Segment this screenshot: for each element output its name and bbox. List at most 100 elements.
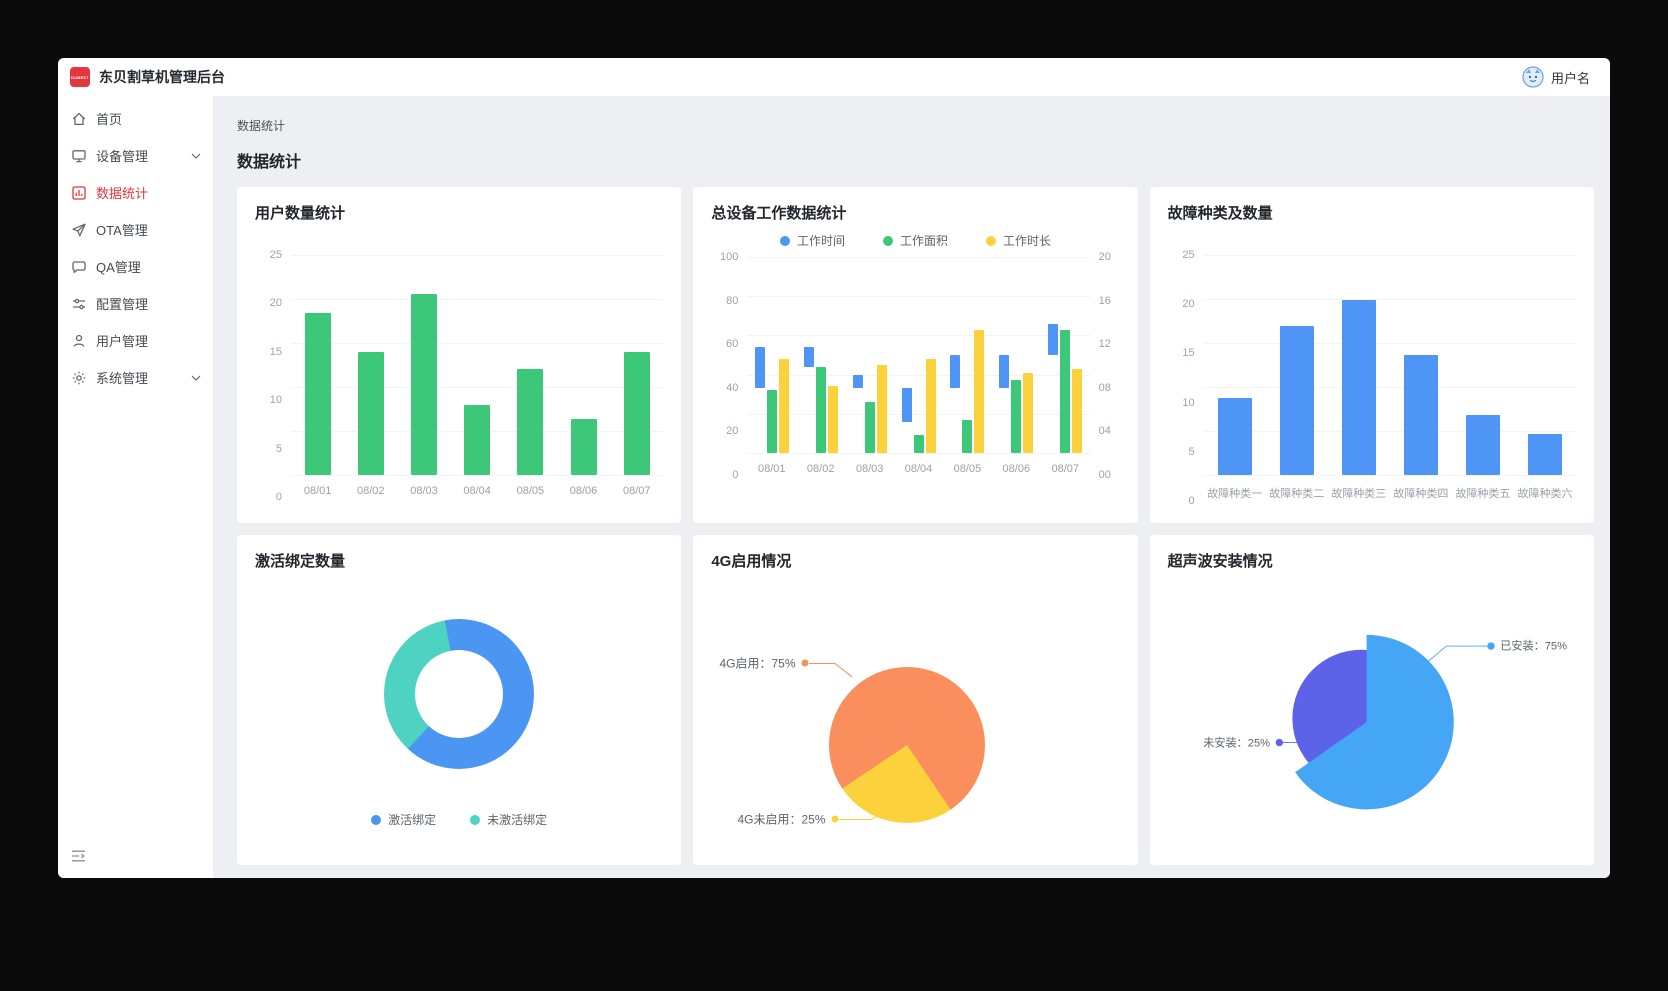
x-tick-label: 08/04 [904,463,933,475]
sidebar-item-users[interactable]: 用户管理 [58,322,213,359]
card-activation: 激活绑定数量 激活绑定 未激活绑定 [237,535,682,865]
leader-line [1410,645,1487,677]
bar [1403,355,1438,475]
sidebar-item-config[interactable]: 配置管理 [58,285,213,322]
main-content: 数据统计 数据统计 用户数量统计 25 20 15 10 5 0 08/01 08/02 08/… [213,96,1610,878]
gridline [1203,431,1576,432]
username[interactable]: 用户名 [1550,70,1590,86]
y-axis: 25 20 15 10 5 0 [269,249,282,503]
x-tick-label: 08/01 [758,463,786,475]
chart-legend: 激活绑定 未激活绑定 [255,811,663,828]
card-title: 激活绑定数量 [255,553,346,570]
bar [999,355,1010,389]
pie-slice-label: 4G未启用：25% [737,812,826,827]
paper-plane-icon [72,223,86,236]
legend-item[interactable]: 工作时长 [986,232,1051,249]
gear-icon [72,371,86,384]
bar [517,369,544,475]
x-axis: 08/01 08/02 08/03 08/04 08/05 08/06 08/07 [747,463,1089,475]
work-data-grouped-chart: 工作时间 工作面积 工作时长 100 80 60 40 20 0 08/01 08/02 08/03 0… [711,232,1119,481]
bar [815,366,826,453]
avatar-icon [1522,66,1544,88]
pie-slice [1294,634,1454,810]
bar [962,419,973,453]
card-title: 4G启用情况 [711,553,792,570]
gridline [1203,299,1576,300]
bar [974,329,985,453]
card-user-count: 用户数量统计 25 20 15 10 5 0 08/01 08/02 08/03 08/04 08/… [237,187,682,523]
bar [1465,415,1500,475]
bar [1048,323,1059,355]
bar [1341,299,1376,475]
pie [829,667,986,823]
pie-slice-label: 4G启用：75% [719,656,796,671]
bar [357,351,384,475]
gridline [747,335,1090,337]
donut-hole [415,650,504,738]
gridline [291,475,664,476]
gridline [291,255,664,256]
sidebar-item-system[interactable]: 系统管理 [58,359,213,396]
sidebar: 首页 设备管理 数据统计 OTA管理 QA管理 [58,96,213,878]
bar [876,364,887,453]
bar [570,418,597,475]
pie-slice-label: 未安装：25% [1203,735,1270,749]
sidebar-item-qa[interactable]: QA管理 [58,248,213,285]
sidebar-item-devices[interactable]: 设备管理 [58,137,213,174]
sidebar-collapse-button[interactable] [71,849,86,868]
chat-bubble-icon [72,260,86,273]
x-tick-label: 08/05 [516,485,545,497]
breadcrumb: 数据统计 [237,119,286,133]
bar-chart-icon [72,185,86,200]
x-tick-label: 故障种类六 [1517,488,1573,500]
bar [1011,380,1022,453]
gridline [1203,387,1576,388]
x-tick-label: 08/03 [855,463,884,475]
bar [1217,397,1252,475]
leader-dot [831,815,839,823]
bar [803,347,814,367]
gridline [747,453,1090,454]
chart-legend: 工作时间 工作面积 工作时长 [711,232,1119,249]
app-title: 东贝割草机管理后台 [99,69,225,85]
sidebar-item-statistics[interactable]: 数据统计 [58,174,213,211]
page-title: 数据统计 [237,154,302,171]
x-tick-label: 08/07 [1051,463,1079,475]
faults-bar-chart: 25 20 15 10 5 0 故障种类一 故障种类二 故障种类三 故障种类四 故障种类五 故障种类六 [1168,249,1576,507]
legend-item[interactable]: 激活绑定 [371,811,436,828]
avatar[interactable] [1522,66,1544,88]
ultrasonic-pie-chart: 已安装：75% 未安装：25% [1168,577,1576,850]
x-tick-label: 08/02 [806,463,835,475]
gridline [291,387,664,388]
card-work-data: 总设备工作数据统计 工作时间 工作面积 工作时长 100 80 60 40 20 0 08/01 0… [693,187,1138,523]
brand-logo: DUBEST [70,67,90,87]
x-tick-label: 08/03 [410,485,438,497]
gridline [747,257,1090,258]
legend-item[interactable]: 未激活绑定 [470,811,547,828]
bar [623,351,650,475]
sidebar-item-ota[interactable]: OTA管理 [58,211,213,248]
gridline [747,413,1090,415]
x-axis: 08/01 08/02 08/03 08/04 08/05 08/06 08/07 [291,485,663,497]
app-window: DUBEST 东贝割草机管理后台 用户名 首页 [58,58,1610,878]
leader-dot [1486,642,1495,650]
sidebar-item-home[interactable]: 首页 [58,100,213,137]
home-icon [72,112,86,125]
bar [852,374,863,389]
sliders-icon [73,298,85,309]
bar [925,358,936,453]
gridline [1203,475,1576,476]
gridline [747,374,1090,376]
user-icon [73,334,85,347]
x-tick-label: 故障种类五 [1455,488,1511,500]
x-tick-label: 08/04 [463,485,491,497]
bar [754,347,765,389]
bar [950,355,961,389]
bar [766,390,777,453]
legend-item[interactable]: 工作时间 [779,232,845,249]
bar [778,358,789,453]
legend-item[interactable]: 工作面积 [882,232,948,249]
bar [1528,433,1562,475]
x-tick-label: 08/05 [953,463,982,475]
gridline [291,343,664,344]
